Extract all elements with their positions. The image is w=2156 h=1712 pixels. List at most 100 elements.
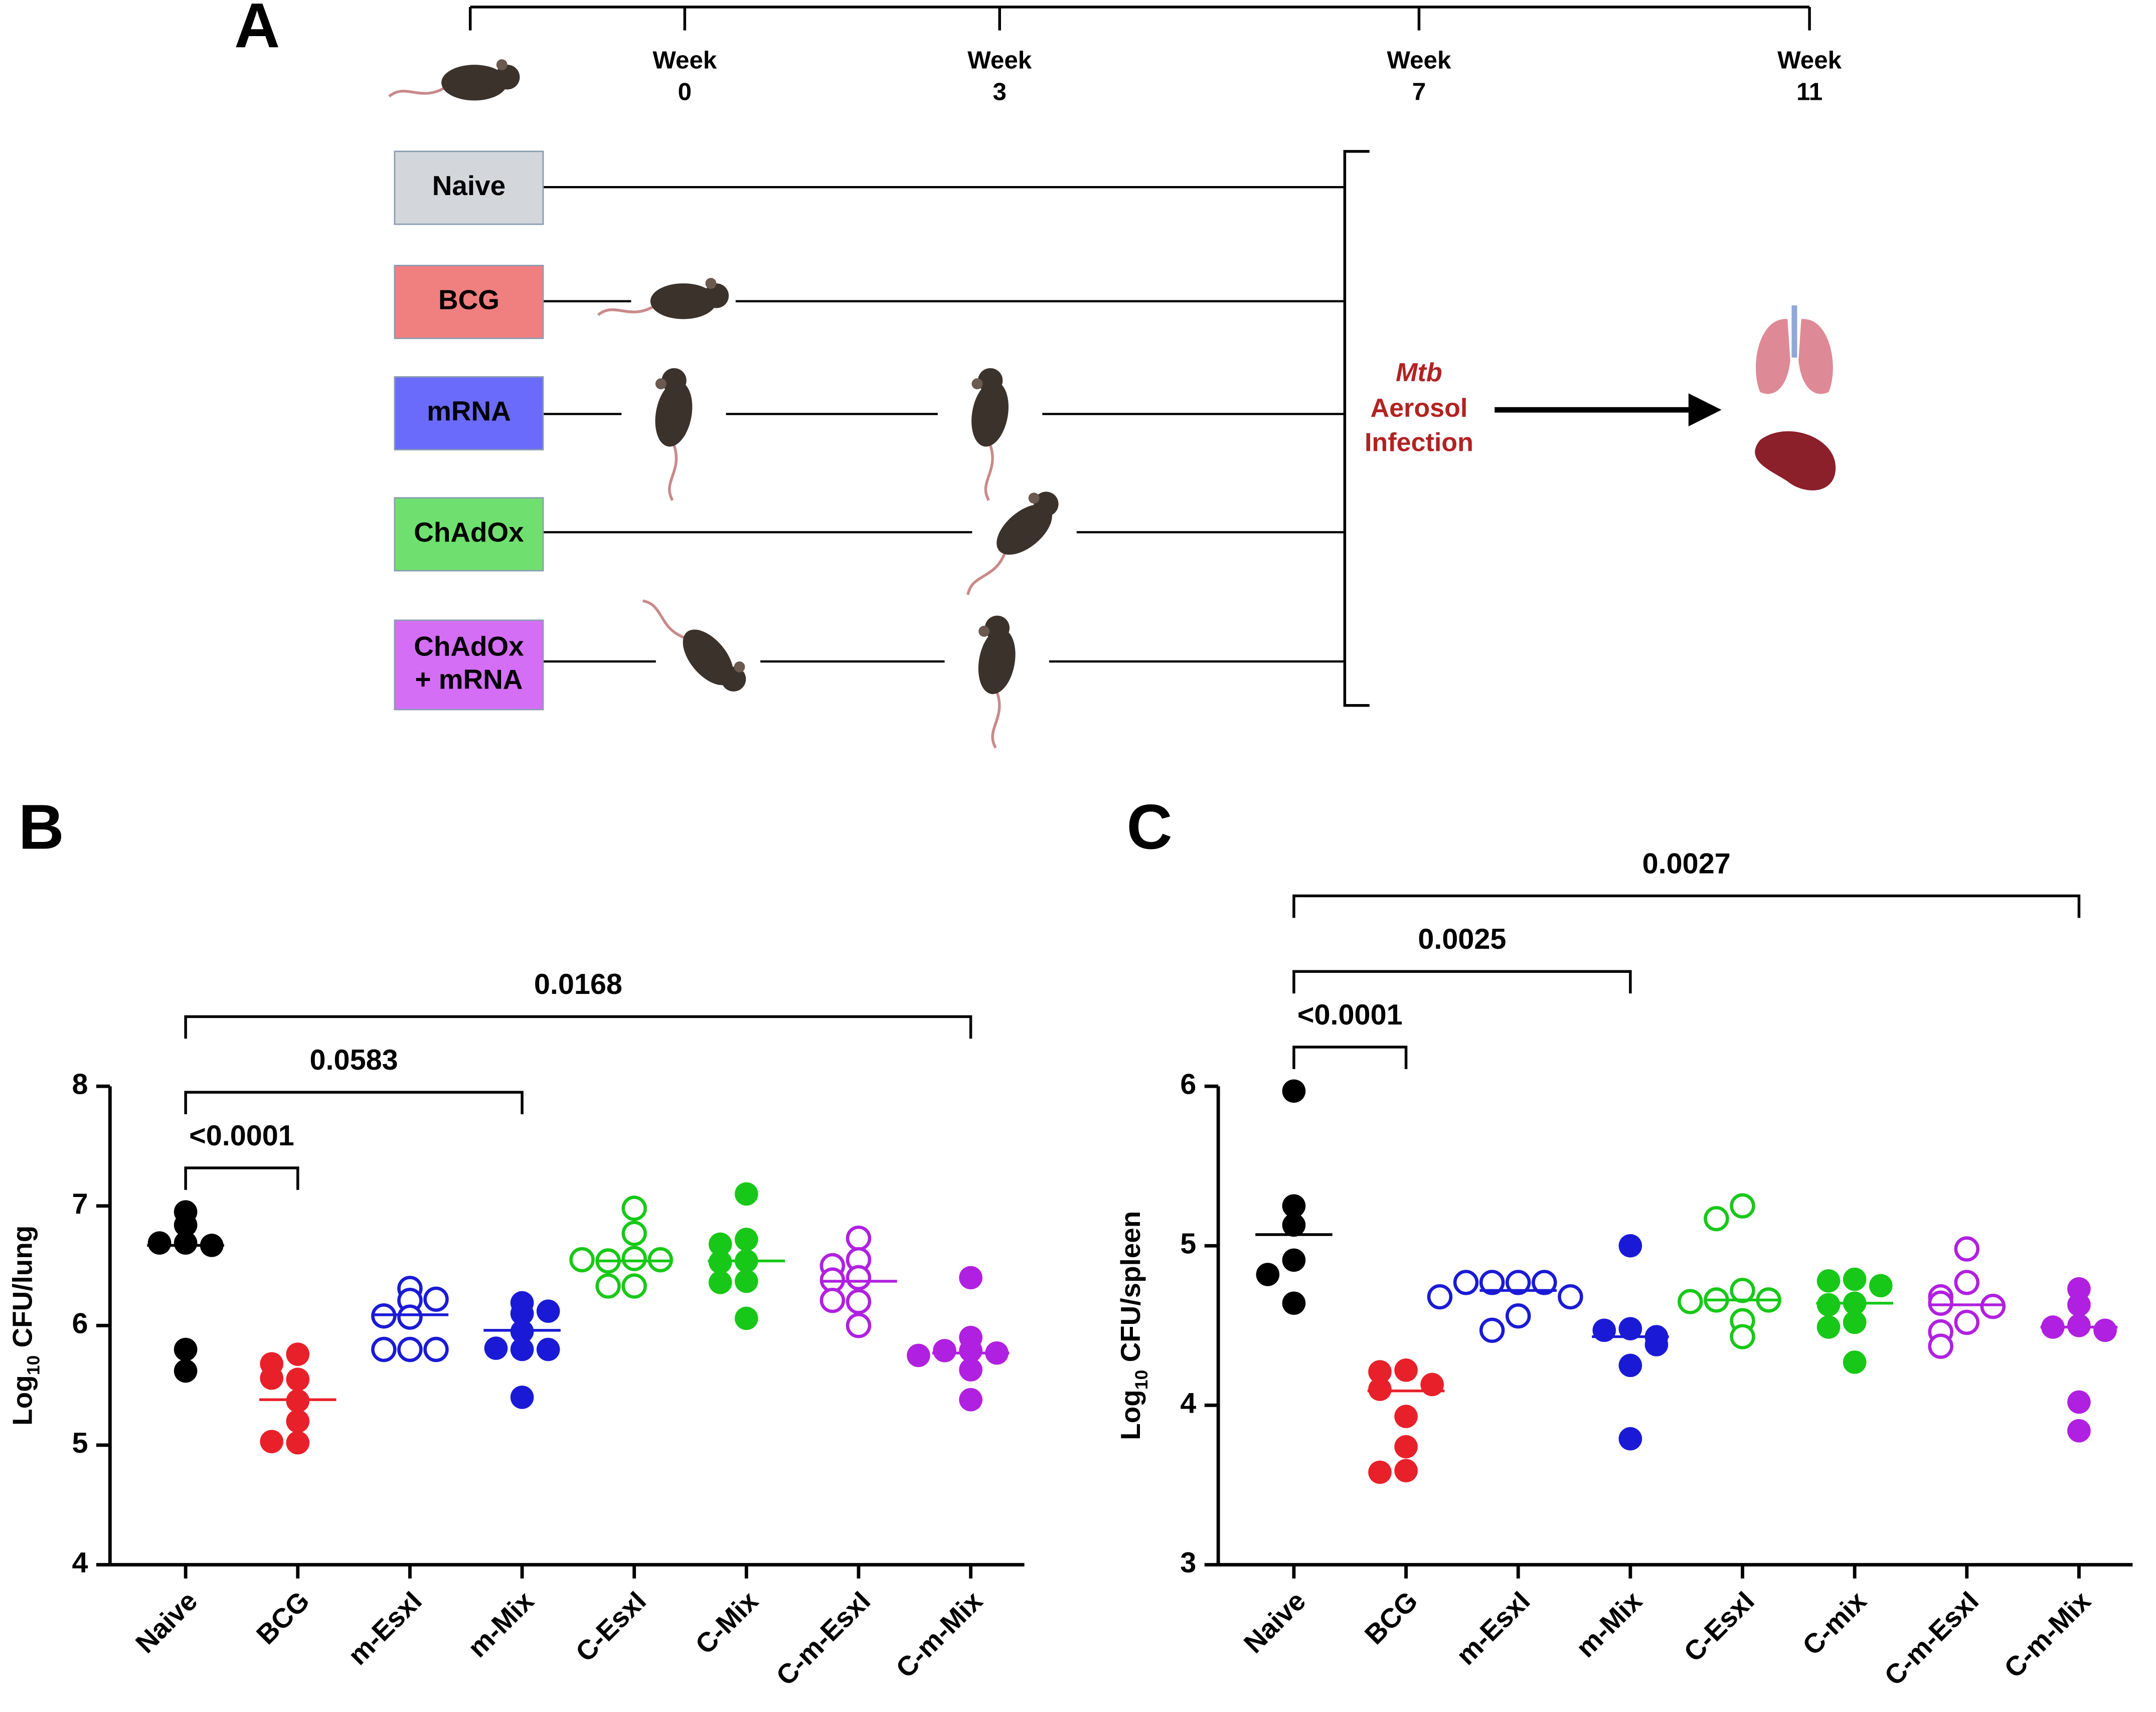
data-point: [1506, 1270, 1531, 1295]
week-label: Week: [1777, 47, 1842, 74]
data-point: [1420, 1373, 1444, 1397]
data-point: [260, 1366, 283, 1390]
mouse-ear: [1028, 492, 1040, 504]
x-tick-label: C-m-EsxI: [770, 1585, 876, 1691]
data-point: [260, 1430, 283, 1453]
data-point: [1816, 1293, 1841, 1317]
data-point: [1532, 1270, 1557, 1295]
data-point: [2067, 1293, 2091, 1317]
data-point: [735, 1269, 758, 1293]
data-point: [735, 1228, 758, 1251]
x-tick-label: C-m-Mix: [890, 1585, 988, 1684]
week-label: Week: [652, 47, 717, 74]
data-point: [1394, 1459, 1418, 1483]
data-point: [846, 1265, 872, 1291]
p-value-label: 0.0027: [1642, 847, 1731, 880]
data-point: [1427, 1284, 1453, 1310]
data-point: [174, 1359, 198, 1383]
data-point: [1592, 1318, 1616, 1342]
mouse-body: [650, 283, 717, 319]
group-label: ChAdOx: [414, 517, 524, 548]
mouse-ear: [496, 59, 508, 71]
data-point: [1730, 1324, 1755, 1349]
data-point: [735, 1182, 758, 1206]
mouse-body: [683, 629, 734, 686]
mouse-body: [978, 628, 1016, 695]
week-number: 0: [678, 78, 692, 106]
y-tick-label: 4: [1180, 1388, 1196, 1420]
x-tick-label: m-EsxI: [342, 1585, 428, 1671]
p-value-label: <0.0001: [189, 1120, 294, 1152]
comparison-bracket: [1292, 970, 1632, 994]
data-point: [1282, 1194, 1306, 1218]
data-point: [1479, 1317, 1505, 1343]
data-point: [1618, 1317, 1642, 1340]
data-point: [1730, 1193, 1755, 1219]
data-point: [1368, 1360, 1392, 1384]
mouse-tail: [991, 692, 1001, 749]
data-point: [484, 1336, 508, 1360]
comparison-bracket: [1292, 894, 2081, 918]
y-tick-label: 6: [72, 1307, 88, 1339]
data-point: [1816, 1269, 1841, 1293]
p-value-label: 0.0025: [1418, 923, 1506, 955]
y-tick-label: 8: [72, 1068, 88, 1100]
data-point: [1618, 1353, 1642, 1378]
data-point: [2067, 1313, 2091, 1337]
mouse-icon: [388, 59, 520, 101]
comparison-bracket: [184, 1015, 972, 1039]
y-axis-label-part: 10: [24, 1355, 44, 1376]
p-value-label: 0.0168: [534, 968, 622, 1000]
data-point: [933, 1339, 956, 1362]
data-point: [1843, 1267, 1867, 1291]
y-axis-label: Log10 CFU/spleen: [1115, 1211, 1152, 1440]
mouse-tail: [966, 553, 1006, 595]
data-point: [1980, 1293, 2006, 1319]
data-point: [174, 1200, 198, 1224]
data-point: [371, 1336, 397, 1362]
x-tick-label: Naive: [129, 1585, 203, 1659]
data-point: [1730, 1278, 1755, 1303]
mouse-tail: [984, 444, 994, 501]
mouse-icon: [966, 491, 1059, 595]
x-tick-label: C-Mix: [689, 1585, 764, 1660]
mouse-icon: [642, 599, 746, 692]
data-point: [2067, 1419, 2091, 1443]
infection-label: Aerosol: [1370, 394, 1467, 423]
data-point: [1368, 1378, 1392, 1401]
data-point: [286, 1431, 310, 1455]
group-label: Naive: [432, 170, 506, 201]
mouse-ear: [705, 278, 717, 289]
mouse-body: [655, 381, 693, 447]
data-point: [1453, 1270, 1479, 1295]
data-point: [907, 1343, 930, 1367]
mouse-body: [441, 65, 508, 101]
data-point: [1394, 1435, 1418, 1459]
group-box: [394, 619, 544, 711]
data-point: [286, 1367, 310, 1391]
p-value-label: 0.0583: [310, 1044, 398, 1076]
mouse-head: [721, 666, 746, 692]
y-axis-label-part: Log: [7, 1375, 38, 1425]
group-label: BCG: [438, 284, 500, 315]
week-label: Week: [967, 47, 1032, 74]
data-point: [2067, 1390, 2091, 1414]
group-label: ChAdOx: [414, 630, 524, 661]
data-point: [621, 1273, 647, 1299]
y-tick-label: 5: [72, 1427, 88, 1459]
data-point: [1928, 1290, 1953, 1316]
data-point: [959, 1358, 982, 1382]
comparison-bracket: [184, 1091, 524, 1115]
data-point: [959, 1266, 982, 1290]
data-point: [1479, 1270, 1505, 1295]
data-point: [423, 1286, 449, 1312]
infection-label: Infection: [1365, 428, 1473, 457]
data-point: [1368, 1460, 1392, 1484]
week-number: 11: [1796, 78, 1822, 106]
data-point: [1954, 1236, 1980, 1262]
data-point: [846, 1225, 872, 1251]
mouse-head: [661, 368, 687, 393]
group-box: [394, 265, 544, 339]
mouse-head: [1034, 491, 1059, 517]
x-tick-label: BCG: [250, 1585, 315, 1650]
